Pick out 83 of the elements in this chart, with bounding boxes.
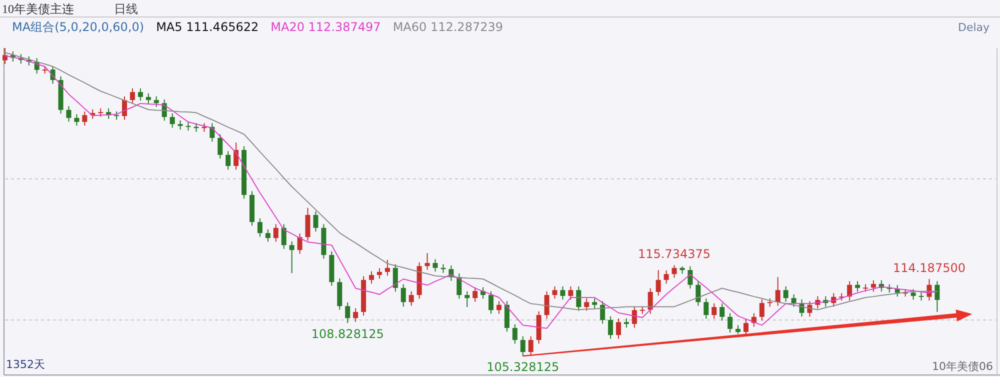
candlestick	[910, 288, 916, 300]
chart-subtitle: 日线	[114, 2, 138, 16]
candlestick	[472, 286, 478, 302]
candlestick	[464, 290, 470, 308]
candlestick	[568, 286, 574, 300]
candlestick	[632, 306, 637, 328]
candlestick	[392, 264, 398, 292]
candlestick	[775, 276, 780, 306]
candlestick	[289, 240, 294, 274]
candlestick	[791, 294, 796, 308]
text: MA5 111.465622	[156, 20, 259, 34]
candlestick	[720, 302, 725, 322]
text: MA60 112.287239	[392, 20, 503, 34]
annotation: 114.187500	[892, 261, 966, 275]
candlestick	[138, 88, 143, 102]
candlestick	[870, 280, 876, 292]
candlestick	[305, 207, 310, 242]
candlestick	[696, 280, 701, 306]
candlestick	[488, 290, 494, 314]
candlestick	[688, 266, 693, 290]
candlestick	[265, 228, 270, 242]
candlestick	[664, 270, 669, 284]
candlestick	[504, 300, 510, 332]
candlestick	[743, 318, 748, 336]
candlestick	[528, 336, 534, 356]
candlestick	[218, 134, 223, 160]
candlestick	[712, 302, 717, 320]
annotation: 115.734375	[638, 247, 711, 262]
candlestick	[66, 106, 72, 122]
candlestick	[576, 286, 582, 312]
candlestick	[130, 88, 135, 104]
candlestick	[560, 286, 566, 300]
candlestick	[146, 92, 151, 104]
candlestick	[154, 96, 159, 108]
candlestick	[728, 312, 733, 334]
annotation: 105.328125	[486, 360, 560, 374]
candlestick	[624, 318, 629, 328]
candlestick	[82, 110, 88, 126]
candlestick	[648, 288, 653, 314]
candlestick	[74, 114, 80, 126]
text: Delay	[958, 21, 990, 34]
candlestick	[281, 224, 286, 250]
candlestick	[600, 300, 606, 324]
candlestick	[424, 252, 430, 270]
text: MA组合(5,0,20,0,60,0)	[12, 20, 144, 34]
candlestick	[704, 298, 709, 320]
candlestick	[384, 259, 390, 276]
candlestick	[544, 290, 550, 320]
candlestick	[345, 302, 350, 324]
candlestick	[257, 218, 262, 238]
annotation: 108.828125	[311, 327, 384, 342]
candlestick	[170, 112, 175, 128]
candlestick	[178, 120, 183, 130]
candlestick	[934, 280, 940, 312]
candlestick	[226, 150, 231, 170]
candlestick	[584, 298, 590, 312]
candlestick	[408, 290, 414, 306]
candlestick	[552, 286, 558, 300]
candlestick	[432, 258, 438, 272]
candlestick	[656, 270, 661, 296]
candlestick	[616, 318, 621, 340]
candlestick	[592, 298, 598, 310]
candlestick	[855, 280, 860, 292]
candlestick	[456, 272, 462, 300]
candlestick	[512, 324, 518, 344]
candlestick	[369, 270, 374, 284]
candlestick	[273, 224, 278, 242]
candlestick	[783, 286, 788, 302]
text: 10年美债06	[932, 360, 993, 373]
candlestick	[353, 308, 358, 322]
text: MA20 112.387497	[270, 20, 381, 34]
text: 1352天	[6, 358, 45, 371]
candlestick	[496, 300, 502, 314]
candlestick	[672, 264, 677, 278]
candlestick	[376, 268, 382, 280]
candlestick	[608, 316, 614, 340]
chart-title: 10年美债主连	[2, 2, 74, 16]
candlestick	[2, 48, 8, 65]
candlestick	[313, 210, 318, 232]
candlestick	[400, 284, 406, 308]
candlestick	[520, 336, 526, 356]
candlestick	[297, 232, 302, 254]
candlestick	[759, 298, 764, 322]
